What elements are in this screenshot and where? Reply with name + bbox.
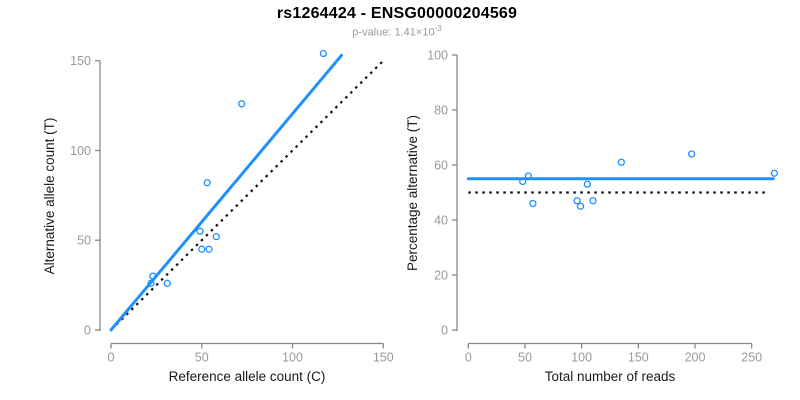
y-tick-label: 100 — [70, 144, 91, 158]
data-point — [212, 232, 220, 241]
data-point — [203, 179, 211, 187]
pvalue-text: p-value: 1.41×10 — [352, 26, 435, 39]
x-axis-title-left: Reference allele count (C) — [169, 369, 326, 384]
x-axis-title-right: Total number of reads — [545, 369, 676, 384]
x-tick-label: 250 — [741, 351, 762, 365]
y-tick-label: 50 — [77, 234, 91, 248]
data-point — [576, 202, 585, 210]
pvalue-subtitle: p-value: 1.41×10-3 — [0, 24, 794, 39]
y-tick-label: 40 — [434, 214, 448, 228]
y-tick-label: 100 — [427, 49, 448, 63]
data-point — [196, 227, 204, 235]
data-point — [770, 169, 779, 177]
data-point — [589, 197, 597, 205]
y-axis-title-right: Percentage alternative (T) — [405, 115, 420, 271]
data-point — [573, 197, 581, 205]
y-tick-label: 80 — [434, 104, 448, 118]
y-axis-title-left: Alternative allele count (T) — [42, 118, 57, 275]
x-tick-label: 150 — [373, 351, 394, 365]
data-point — [583, 180, 591, 188]
y-tick-label: 60 — [434, 159, 448, 173]
data-point — [529, 199, 537, 208]
x-tick-label: 0 — [108, 351, 115, 365]
data-point — [687, 150, 696, 158]
x-tick-label: 50 — [195, 351, 209, 365]
x-tick-label: 200 — [685, 351, 706, 365]
data-point — [617, 158, 625, 166]
y-tick-label: 20 — [434, 269, 448, 283]
page-title: rs1264424 - ENSG00000204569 — [276, 5, 518, 22]
y-tick-label: 0 — [441, 324, 448, 338]
y-tick-label: 0 — [84, 324, 91, 338]
x-tick-label: 100 — [282, 351, 303, 365]
x-tick-label: 150 — [628, 351, 649, 365]
data-point — [163, 279, 171, 287]
pvalue-exponent: -3 — [434, 24, 442, 33]
data-point — [198, 245, 206, 253]
identity-line-left — [115, 58, 386, 326]
x-tick-label: 50 — [518, 351, 532, 365]
y-tick-label: 150 — [70, 54, 91, 68]
data-point — [238, 100, 246, 108]
data-point — [205, 245, 213, 253]
x-tick-label: 100 — [571, 351, 592, 365]
regression-line-left — [109, 53, 344, 332]
data-point — [319, 49, 328, 58]
x-tick-label: 0 — [465, 351, 472, 365]
